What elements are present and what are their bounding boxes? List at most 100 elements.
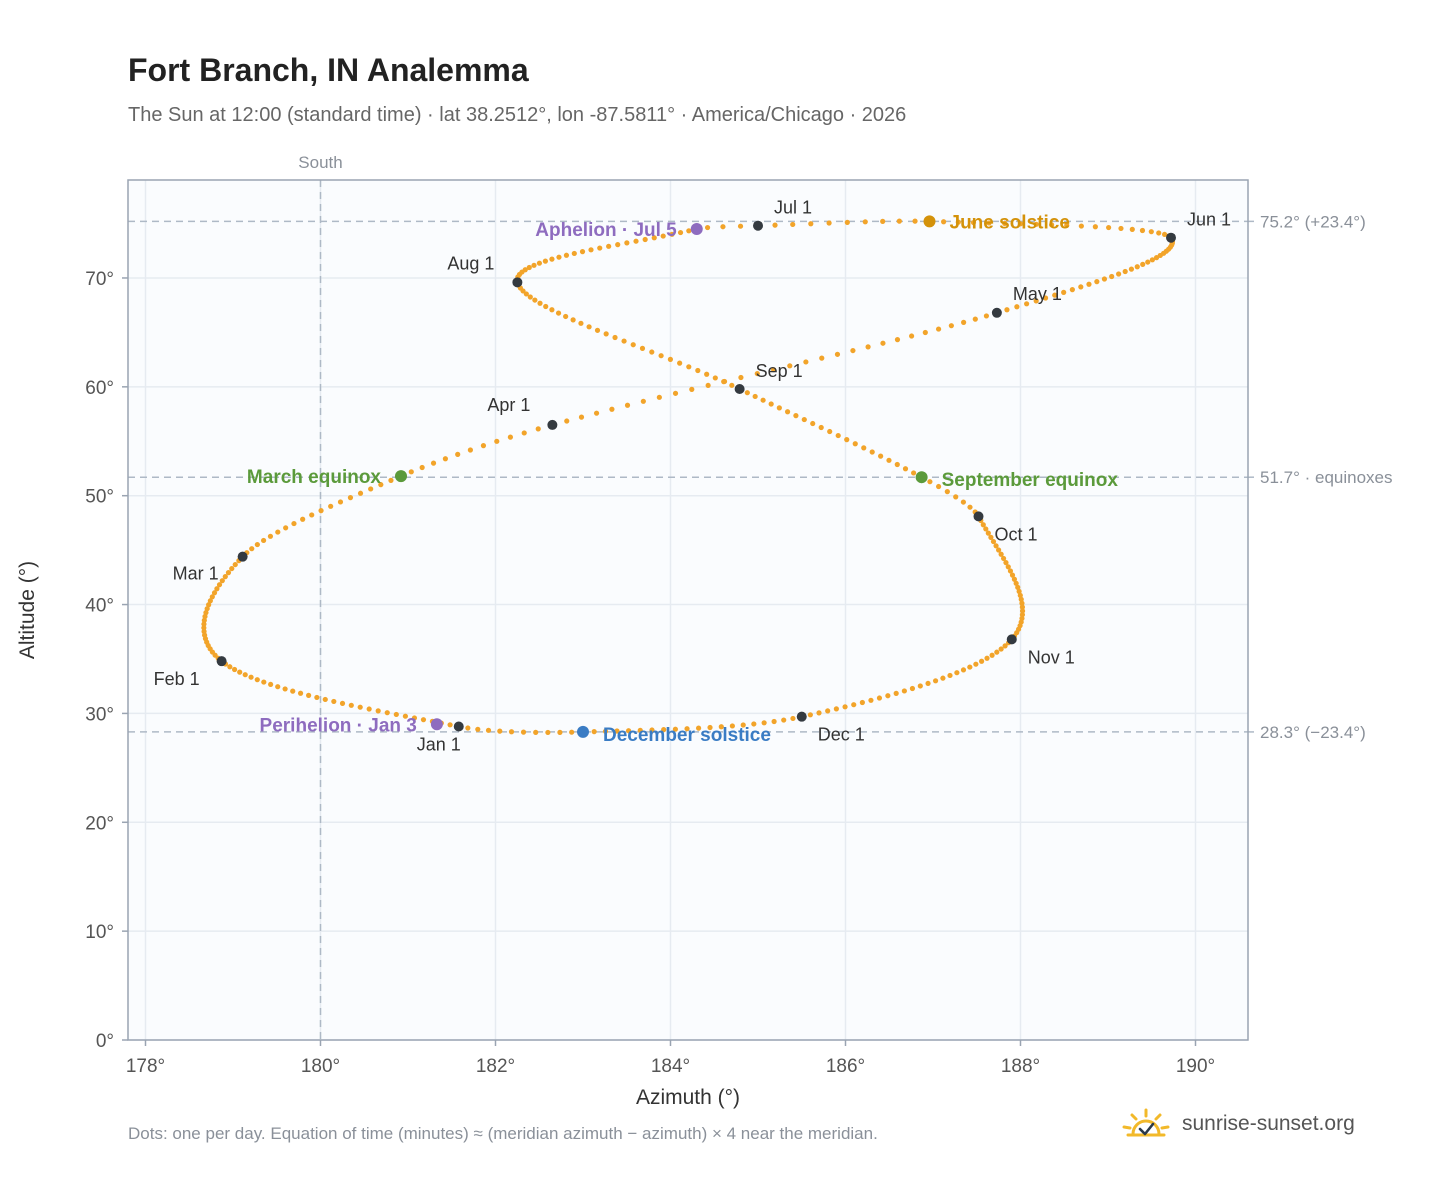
month-marker-label: Oct 1 [995, 524, 1038, 544]
daily-dot [366, 706, 372, 712]
daily-dot [954, 670, 960, 676]
daily-dot [878, 453, 884, 459]
month-marker-dot [1166, 232, 1176, 243]
daily-dot [411, 715, 418, 721]
daily-dot [206, 602, 212, 608]
daily-dot [818, 424, 824, 431]
daily-dot [704, 224, 711, 231]
daily-dot [1033, 221, 1039, 227]
daily-dot [402, 713, 408, 719]
reference-lines: South 75.2° (+23.4°) 51.7° · equinoxes 28.3… [128, 153, 1393, 1040]
event-marker-label: March equinox [247, 467, 382, 488]
reference-label-altitude: 75.2° (+23.4°) [1260, 212, 1366, 231]
daily-dot [467, 447, 473, 453]
daily-dot [640, 398, 646, 404]
daily-dot [375, 708, 381, 714]
page-subtitle: The Sun at 12:00 (standard time) · lat 3… [128, 104, 907, 126]
daily-dot [624, 240, 630, 246]
daily-dot [672, 726, 679, 732]
daily-dot [1148, 229, 1154, 235]
daily-dot [1116, 271, 1122, 277]
daily-dot [661, 727, 667, 733]
daily-dot [593, 410, 600, 416]
daily-dot [545, 729, 551, 736]
daily-dot [347, 495, 354, 501]
daily-dot [986, 220, 992, 226]
daily-dot [1002, 643, 1008, 649]
daily-dot [475, 726, 481, 732]
daily-dot [922, 329, 928, 336]
daily-dot [917, 683, 923, 689]
daily-dot [609, 406, 615, 412]
daily-dot [932, 678, 939, 684]
daily-dot [526, 264, 532, 271]
brand[interactable]: sunrise-sunset.org [1120, 1104, 1355, 1144]
daily-dot [523, 291, 529, 297]
daily-dot [232, 561, 238, 568]
daily-dot [752, 393, 758, 400]
daily-dot [1149, 257, 1155, 263]
daily-dot [537, 300, 543, 306]
event-marker-dot [430, 718, 443, 731]
daily-dot [737, 223, 744, 229]
daily-dot [1078, 223, 1084, 229]
daily-dot [612, 334, 618, 341]
daily-dot [594, 327, 601, 333]
event-marker-dot [915, 471, 928, 484]
daily-dot [1061, 289, 1067, 295]
daily-dot [564, 418, 570, 424]
daily-dot [249, 546, 255, 552]
daily-dot [1019, 608, 1026, 614]
daily-dot [768, 401, 774, 407]
daily-dot [807, 712, 813, 718]
daily-dot [801, 416, 807, 423]
daily-dot [201, 628, 207, 635]
daily-dot [909, 333, 915, 339]
month-marker-label: Jan 1 [417, 734, 461, 754]
daily-dot [1017, 592, 1023, 599]
daily-dot [1011, 576, 1018, 582]
daily-dot [542, 258, 548, 264]
daily-dot [996, 547, 1002, 553]
daily-dot [1052, 292, 1058, 298]
reference-label-south: South [298, 153, 342, 172]
daily-dot [569, 729, 575, 735]
daily-dot [536, 260, 543, 266]
daily-dot [591, 729, 597, 735]
event-markers: June solstice March equinox September equi… [247, 212, 1118, 746]
daily-dot [972, 316, 978, 322]
daily-dot [521, 430, 527, 436]
daily-dot [1134, 264, 1140, 270]
daily-dot [216, 582, 223, 588]
daily-dot [1002, 220, 1008, 226]
month-marker-dot [512, 277, 523, 288]
daily-dot [740, 722, 746, 728]
month-marker-dot [216, 656, 227, 667]
page-title: Fort Branch, IN Analemma [128, 52, 529, 88]
month-marker-label: Jul 1 [774, 198, 812, 218]
daily-dot [1007, 568, 1014, 574]
daily-dot [430, 460, 437, 466]
daily-dot [1005, 564, 1011, 570]
daily-dot [902, 466, 909, 472]
daily-dot [275, 684, 281, 690]
daily-dot [689, 386, 695, 392]
daily-dot [948, 323, 954, 329]
daily-dot [570, 317, 576, 323]
daily-dot [1078, 284, 1084, 290]
daily-dot [322, 696, 328, 703]
daily-dot [1018, 596, 1024, 602]
daily-dot [203, 610, 209, 616]
x-tick-label: 180° [301, 1056, 340, 1077]
daily-dot [254, 677, 260, 683]
daily-dot [1033, 298, 1039, 304]
daily-dot [925, 680, 931, 687]
daily-dot [260, 537, 267, 544]
footnote: Dots: one per day. Equation of time (min… [128, 1124, 878, 1143]
daily-dot [520, 288, 526, 294]
daily-dot [672, 390, 679, 396]
daily-dot [960, 667, 967, 673]
daily-dot [909, 685, 916, 692]
x-tick-label: 186° [826, 1056, 865, 1077]
daily-dot [967, 504, 973, 510]
